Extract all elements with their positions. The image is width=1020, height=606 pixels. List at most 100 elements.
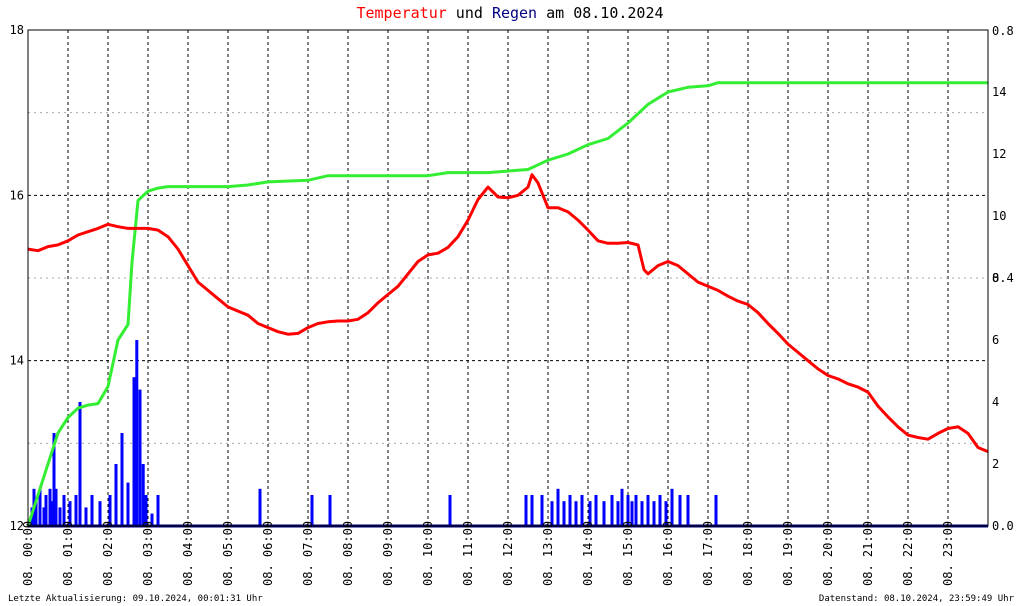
axes [27,29,989,528]
rain-bar [540,495,544,526]
rain-bar [38,488,42,526]
x-tick-label: 08. 01:00 [61,521,75,586]
x-tick-label: 08. 05:00 [221,521,235,586]
rain-bars [30,340,718,526]
rain-bar [50,501,54,526]
rain-bar [310,495,314,526]
rain-bar [135,340,139,526]
rain-bar [530,495,534,526]
y-right-sum-tick-label: 4 [992,395,999,409]
rain-bar [138,389,142,526]
rain-bar [42,507,46,526]
x-tick-label: 08. 14:00 [581,521,595,586]
rain-sum-line [26,81,988,527]
rain-bar [602,501,606,526]
y-right-sum-tick-label: 12 [992,147,1006,161]
x-tick-label: 08. 13:00 [541,521,555,586]
rain-bar [52,433,56,526]
x-tick-label: 08. 00:00 [21,521,35,586]
x-tick-label: 08. 04:00 [181,521,195,586]
rain-bar [664,501,668,526]
title-connector: und [447,4,492,22]
x-tick-label: 08. 16:00 [661,521,675,586]
rain-bar [62,495,66,526]
rain-bar [634,495,638,526]
rain-bar [258,488,262,526]
rain-bar [652,501,656,526]
x-tick-label: 08. 03:00 [141,521,155,586]
rain-bar [54,488,58,526]
rain-bar [58,507,62,526]
rain-bar [616,501,620,526]
title-date: am 08.10.2024 [537,4,663,22]
rain-bar [686,495,690,526]
x-tick-label: 08. 22:00 [901,521,915,586]
x-tick-label: 08. 12:00 [501,521,515,586]
rain-bar [120,433,124,526]
rain-bar [594,495,598,526]
rain-bar [556,488,560,526]
rain-bar [448,495,452,526]
rain-bar [670,488,674,526]
rain-sum-path [26,81,988,527]
y-right-sum-tick-label: 2 [992,457,999,471]
rain-bar [678,495,682,526]
rain-bar [78,402,82,526]
x-tick-label: 08. 20:00 [821,521,835,586]
y-left-tick-label: 16 [10,188,24,202]
plot-frame [27,29,989,527]
x-tick-label: 08. 09:00 [381,521,395,586]
y-right-sum-tick-label: 10 [992,209,1006,223]
rain-bar [141,464,145,526]
rain-bar [44,495,48,526]
y-left-tick-label: 14 [10,354,24,368]
y-left-tick-label: 12 [10,519,24,533]
x-tick-label: 08. 11:00 [461,521,475,586]
grid [28,30,988,526]
rain-bar [626,495,630,526]
y-right-rain-tick-label: 0.8 [992,24,1014,38]
rain-bar [132,377,136,526]
rain-bar [144,495,148,526]
title-rain: Regen [492,4,537,22]
x-tick-label: 08. 02:00 [101,521,115,586]
x-tick-label: 08. 19:00 [781,521,795,586]
x-tick-label: 08. 15:00 [621,521,635,586]
rain-bar [574,501,578,526]
rain-bar [610,495,614,526]
rain-bar [98,501,102,526]
x-tick-label: 08. 21:00 [861,521,875,586]
temperature-line [27,173,989,453]
rain-bar [328,495,332,526]
temperature-path [27,173,989,453]
rain-bar [640,501,644,526]
rain-bar [48,488,52,526]
rain-bar [84,507,88,526]
rain-bar [34,501,38,526]
x-tick-label: 08. 23:00 [941,521,955,586]
rain-bar [68,501,72,526]
x-tick-label: 08. 08:00 [341,521,355,586]
tick-labels: 12 14 16 18 2 4 6 8 10 12 14 0.0 0.4 0.8 08. 00:00 08. … [10,23,1014,586]
rain-bar [580,495,584,526]
y-right-sum-tick-label: 14 [992,85,1006,99]
x-tick-label: 08. 06:00 [261,521,275,586]
rain-bar [562,501,566,526]
rain-bar [74,495,78,526]
rain-bar [658,495,662,526]
x-tick-label: 08. 07:00 [301,521,315,586]
rain-bar [114,464,118,526]
rain-bar [630,501,634,526]
x-tick-label: 08. 18:00 [741,521,755,586]
rain-bar [524,495,528,526]
y-right-sum-tick-label: 6 [992,333,999,347]
chart-title: Temperatur und Regen am 08.10.2024 [356,4,663,22]
rain-bar [150,513,154,526]
rain-bar [108,495,112,526]
rain-bar [714,495,718,526]
y-right-sum-tick-label: 8 [992,271,999,285]
y-right-rain-tick-label: 0.4 [992,271,1014,285]
rain-bar [620,488,624,526]
